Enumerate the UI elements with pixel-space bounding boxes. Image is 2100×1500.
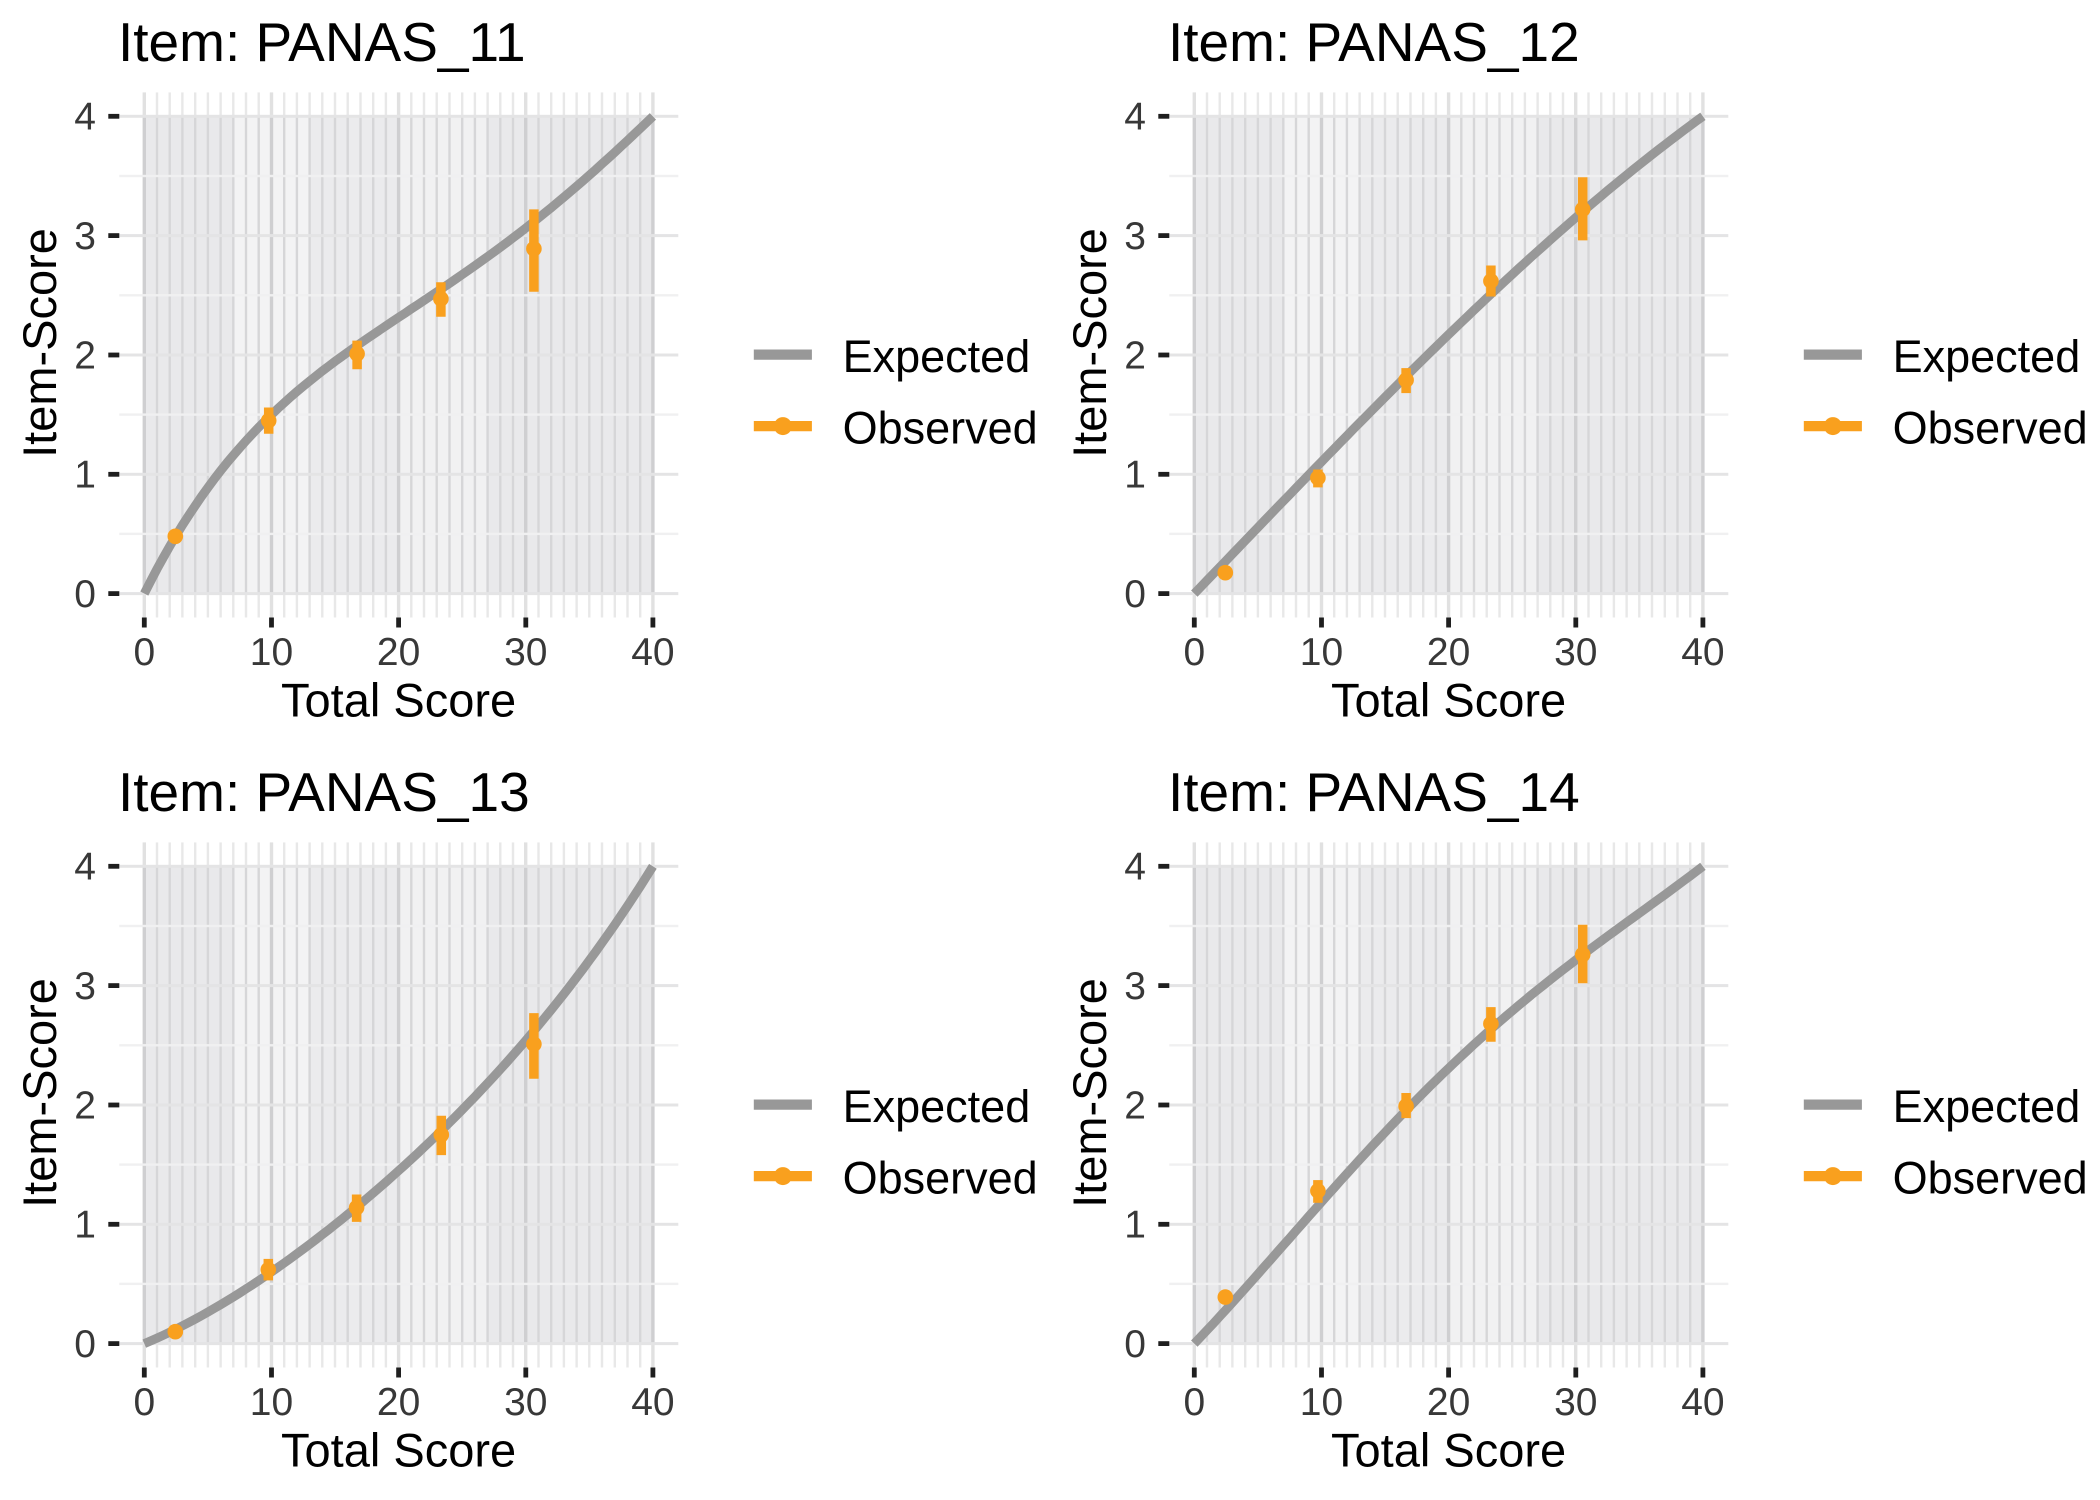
svg-text:Item: PANAS_14: Item: PANAS_14: [1168, 761, 1580, 823]
svg-text:Item: PANAS_11: Item: PANAS_11: [118, 11, 526, 73]
svg-text:Item: PANAS_12: Item: PANAS_12: [1168, 11, 1580, 73]
svg-text:Item: PANAS_13: Item: PANAS_13: [118, 761, 530, 823]
